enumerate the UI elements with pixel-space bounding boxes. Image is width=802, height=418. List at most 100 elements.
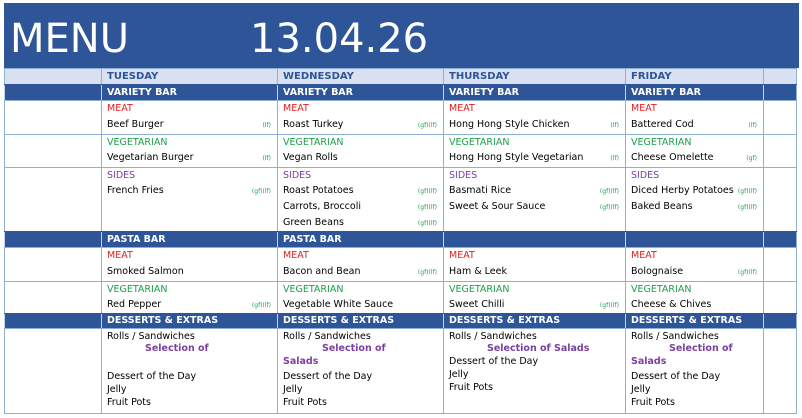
pasta-bar-row: PASTA BAR PASTA BAR [4,231,797,248]
diet-tag: (lf) [262,155,271,162]
diet-tag: (gf)(lf) [599,204,619,211]
diet-tag: (gf)(lf) [417,122,437,129]
salads-text: Selection of Salads [487,343,590,354]
menu-item: Diced Herby Potatoes [631,185,734,196]
category-sides: SIDES [631,170,660,181]
menu-item: Dessert of the Day [283,371,373,382]
category-meat: MEAT [631,250,657,261]
menu-item: Roast Potatoes [283,185,354,196]
category-meat: MEAT [283,250,309,261]
section-label: DESSERTS & EXTRAS [631,315,743,326]
category-vegetarian: VEGETARIAN [449,284,510,295]
category-meat: MEAT [631,103,657,114]
menu-item: Fruit Pots [283,397,327,408]
category-sides: SIDES [449,170,478,181]
menu-item: Fruit Pots [107,397,151,408]
category-meat: MEAT [107,103,133,114]
menu-item: Sweet Chilli [449,299,505,310]
menu-item: Fruit Pots [449,382,493,393]
diet-tag: (gf)(lf) [417,188,437,195]
menu-item: Red Pepper [107,299,162,310]
menu-item: Jelly [449,369,469,380]
menu-item: Vegetable White Sauce [283,299,394,310]
menu-item: Dessert of the Day [449,356,539,367]
category-vegetarian: VEGETARIAN [631,284,692,295]
menu-item: Fruit Pots [631,397,675,408]
category-vegetarian: VEGETARIAN [107,284,168,295]
menu-item: Jelly [283,384,303,395]
menu-item: Roast Turkey [283,119,344,130]
section-label: PASTA BAR [283,234,342,245]
category-sides: SIDES [283,170,312,181]
menu-item: Rolls / Sandwiches [107,331,195,342]
diet-tag: (gf)(lf) [737,204,757,211]
category-meat: MEAT [449,103,475,114]
menu-item: Bacon and Bean [283,266,361,277]
category-vegetarian: VEGETARIAN [283,284,344,295]
diet-tag: (gf)(lf) [417,269,437,276]
variety-meat-row: MEAT Beef Burger (lf) MEAT Roast Turkey … [4,100,797,135]
menu-banner: MENU 13.04.26 [4,3,799,68]
diet-tag: (gf)(lf) [737,188,757,195]
menu-item: Cheese & Chives [631,299,712,310]
menu-item: Beef Burger [107,119,164,130]
diet-tag: (gf)(lf) [251,188,271,195]
section-label: DESSERTS & EXTRAS [283,315,395,326]
category-vegetarian: VEGETARIAN [283,137,344,148]
diet-tag: (lf) [610,122,619,129]
diet-tag: (gf)(lf) [251,302,271,309]
pasta-meat-row: MEAT Smoked Salmon MEAT Bacon and Bean (… [4,247,797,282]
menu-item: Jelly [631,384,651,395]
section-label: DESSERTS & EXTRAS [449,315,561,326]
menu-item: Smoked Salmon [107,266,184,277]
day-tuesday: TUESDAY [107,71,159,82]
salads-text: Selection of [669,343,733,354]
menu-title: MENU [10,16,129,62]
day-friday: FRIDAY [631,71,672,82]
menu-item: Hong Hong Style Vegetarian [449,152,584,163]
menu-item: Vegetarian Burger [107,152,194,163]
variety-bar-row: VARIETY BAR VARIETY BAR VARIETY BAR VARI… [4,84,797,101]
menu-item: Cheese Omelette [631,152,714,163]
day-header-row: TUESDAY WEDNESDAY THURSDAY FRIDAY [4,68,797,85]
menu-item: Vegan Rolls [283,152,338,163]
day-thursday: THURSDAY [449,71,510,82]
menu-item: Rolls / Sandwiches [449,331,537,342]
section-label: DESSERTS & EXTRAS [107,315,219,326]
category-sides: SIDES [107,170,136,181]
day-wednesday: WEDNESDAY [283,71,354,82]
menu-item: Rolls / Sandwiches [283,331,371,342]
desserts-row: DESSERTS & EXTRAS DESSERTS & EXTRAS DESS… [4,313,797,329]
diet-tag: (gf)(lf) [417,204,437,211]
menu-item: Carrots, Broccoli [283,201,361,212]
menu-item: Dessert of the Day [631,371,721,382]
section-label: PASTA BAR [107,234,166,245]
menu-item: Dessert of the Day [107,371,197,382]
menu-item: Ham & Leek [449,266,507,277]
menu-item: Jelly [107,384,127,395]
diet-tag: (gf)(lf) [599,302,619,309]
menu-date: 13.04.26 [250,16,429,62]
diet-tag: (lf) [262,122,271,129]
variety-vegetarian-row: VEGETARIAN Vegetarian Burger (lf) VEGETA… [4,134,797,168]
category-meat: MEAT [449,250,475,261]
diet-tag: (gf)(lf) [417,220,437,227]
section-label: VARIETY BAR [283,87,353,98]
menu-item: Rolls / Sandwiches [631,331,719,342]
category-vegetarian: VEGETARIAN [631,137,692,148]
table-bottom-border [4,413,797,414]
section-label: VARIETY BAR [449,87,519,98]
menu-item: Green Beans [283,217,344,228]
category-meat: MEAT [283,103,309,114]
diet-tag: (gf)(lf) [737,269,757,276]
diet-tag: (lf) [748,122,757,129]
salads-text: Salads [283,356,319,367]
menu-item: Bolognaise [631,266,684,277]
section-label: VARIETY BAR [631,87,701,98]
variety-sides-row: SIDES French Fries (gf)(lf) SIDES Roast … [4,167,797,232]
salads-text: Selection of [322,343,386,354]
menu-item: Battered Cod [631,119,694,130]
diet-tag: (gf) [746,155,757,162]
pasta-vegetarian-row: VEGETARIAN Red Pepper (gf)(lf) VEGETARIA… [4,281,797,314]
category-meat: MEAT [107,250,133,261]
